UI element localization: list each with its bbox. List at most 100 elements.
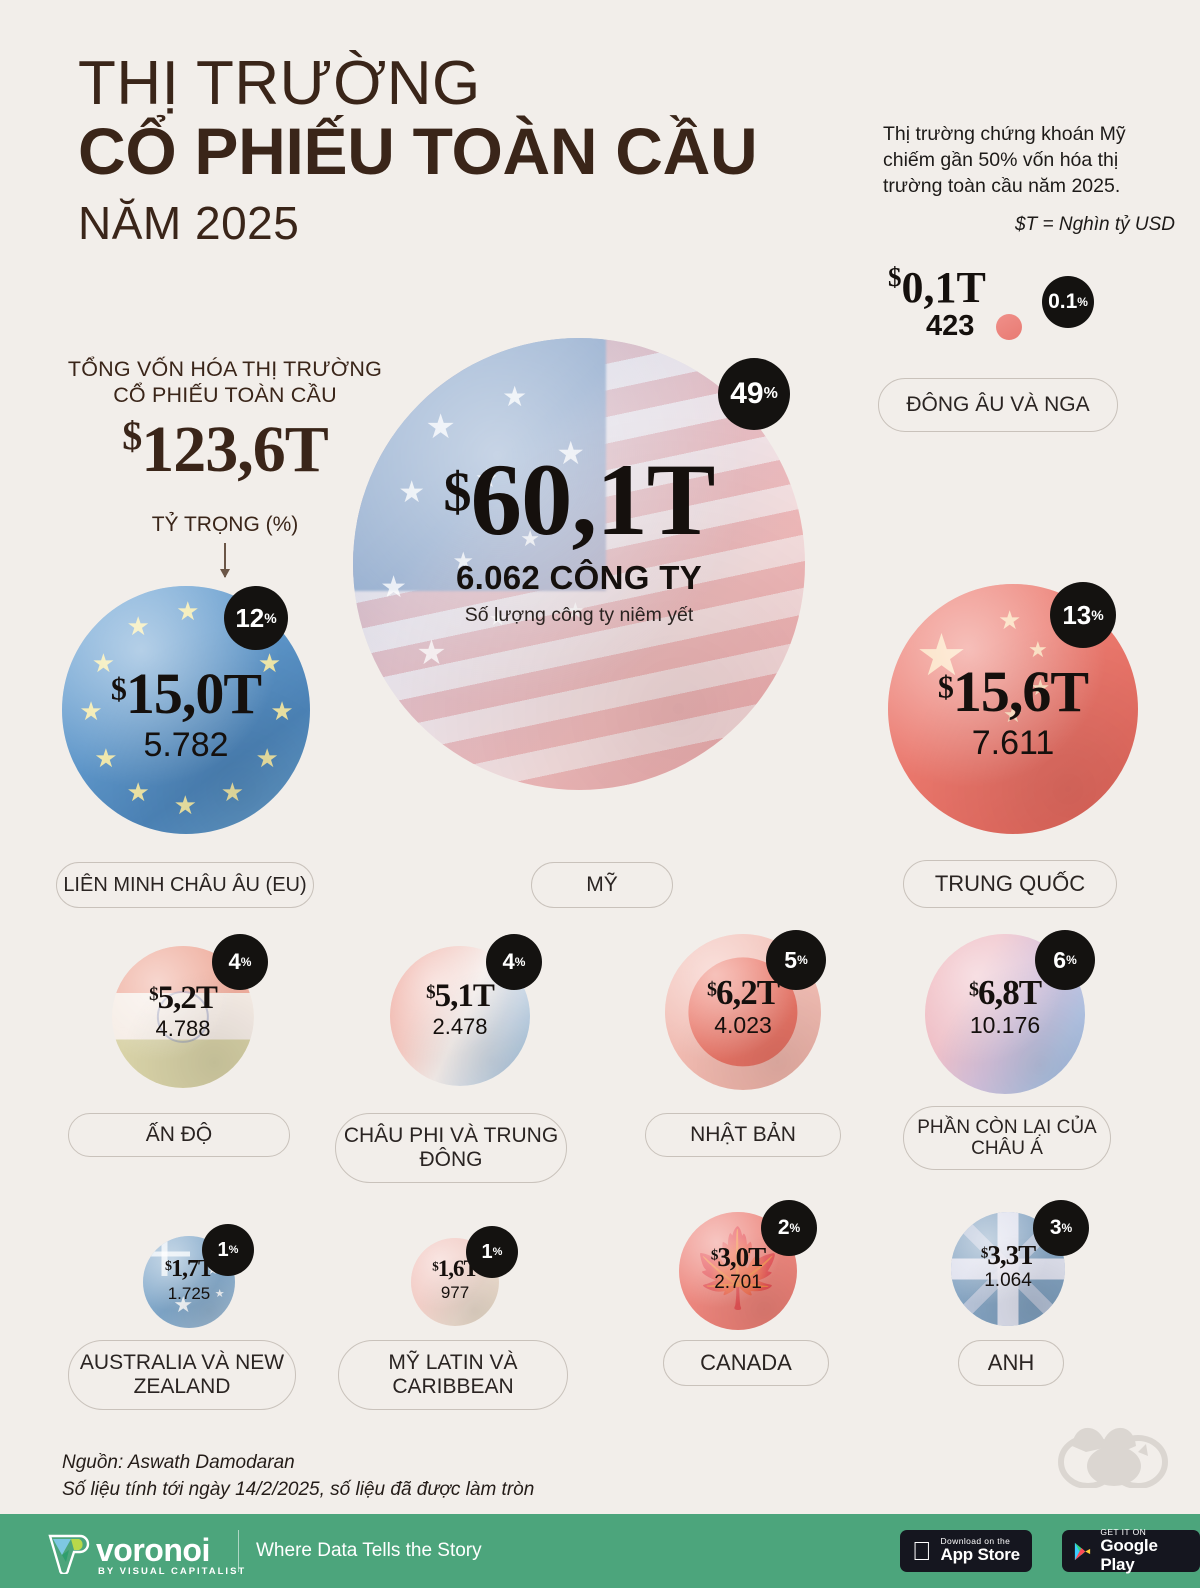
voronoi-subbrand: BY VISUAL CAPITALIST [98,1566,247,1577]
india-bubble-text: $5,2T 4.788 [112,982,254,1040]
label-eastern-europe[interactable]: ĐÔNG ÂU VÀ NGA [878,378,1118,432]
latam-companies: 977 [440,1282,470,1302]
india-companies: 4.788 [155,1016,211,1042]
label-text: CHÂU PHI VÀ TRUNG ĐÔNG [343,1124,559,1171]
china-amount: $15,6T [888,663,1138,721]
percent-sign: % [797,953,808,967]
label-text: ẤN ĐỘ [145,1123,213,1147]
canada-percent-badge: 2% [761,1200,817,1256]
title-line-1: THỊ TRƯỜNG [78,49,481,118]
label-text: PHẦN CÒN LẠI CỦA CHÂU Á [917,1116,1097,1159]
australia-percent-badge: 1% [202,1224,254,1276]
google-play-small-label: GET IT ON [1100,1527,1147,1538]
label-uk[interactable]: ANH [958,1340,1064,1386]
amount-value: 6,8T [977,973,1042,1012]
percent-sign: % [514,955,526,969]
amount-value: 3,3T [987,1240,1036,1270]
percent-value: 6 [1053,946,1067,973]
percent-value: 4 [228,949,241,974]
title-line-3: NĂM 2025 [78,196,300,249]
voronoi-watermark-icon [1052,1416,1172,1489]
apple-icon:  [912,1538,932,1564]
japan-percent-badge: 5% [766,930,826,990]
currency-symbol: $ [122,413,142,459]
eu-bubble-text: $15,0T 5.782 [62,665,310,764]
percent-value: 3 [1049,1216,1062,1239]
latam-percent-badge: 1% [466,1226,518,1278]
total-amount: 123,6T [141,413,329,487]
africa-companies: 2.478 [432,1014,488,1040]
app-store-button[interactable]:  Download on the App Store [900,1530,1032,1572]
china-bubble-text: $15,6T 7.611 [888,663,1138,760]
india-percent-badge: 4% [212,934,268,990]
us-companies-caption: Số lượng công ty niêm yết [464,603,694,626]
label-text: CANADA [700,1349,792,1375]
percent-sign: % [1091,607,1104,623]
google-play-big-label: Google Play [1100,1536,1158,1574]
intro-block: Thị trường chứng khoán Mỹ chiếm gần 50% … [883,122,1175,236]
us-companies-line: 6.062 CÔNG TY [456,558,702,596]
canada-companies: 2.701 [714,1272,762,1294]
percent-value: 13 [1062,599,1092,630]
amount-value: 6,2T [715,973,780,1012]
amount-value: 60,1T [470,443,716,557]
us-percent-badge: 49% [718,358,790,430]
title-line-2: CỔ PHIẾU TOÀN CẦU [78,114,758,189]
australia-companies: 1.725 [167,1283,211,1303]
app-store-small-label: Download on the [921,1536,1010,1547]
label-japan[interactable]: NHẬT BẢN [645,1113,841,1157]
currency-symbol: $ [706,978,717,1001]
label-australia-new-zealand[interactable]: AUSTRALIA VÀ NEW ZEALAND [68,1340,296,1410]
google-play-icon [1074,1542,1091,1560]
amount-value: 5,2T [157,980,218,1016]
percent-sign: % [763,385,778,402]
label-us[interactable]: MỸ [531,862,673,908]
us-amount: $60,1T [353,449,805,552]
amount-value: 5,1T [434,978,495,1014]
label-china[interactable]: TRUNG QUỐC [903,860,1117,908]
source-line: Nguồn: Aswath Damodaran [62,1452,295,1473]
label-text: TRUNG QUỐC [934,870,1086,896]
label-text: MỸ [586,873,618,897]
voronoi-logo-icon [44,1528,90,1576]
percent-sign: % [1061,1221,1073,1235]
eu-amount: $15,0T [62,665,310,723]
label-rest-of-asia[interactable]: PHẦN CÒN LẠI CỦA CHÂU Á [903,1106,1111,1170]
eastern-europe-companies: 423 [926,310,975,342]
label-india[interactable]: ẤN ĐỘ [68,1113,290,1157]
label-africa-middle-east[interactable]: CHÂU PHI VÀ TRUNG ĐÔNG [335,1113,567,1183]
source-note: Nguồn: Aswath Damodaran Số liệu tính tới… [62,1450,534,1504]
percent-sign: % [264,610,277,626]
label-canada[interactable]: CANADA [663,1340,829,1386]
percent-value: 1 [217,1238,229,1261]
currency-symbol: $ [110,670,127,707]
label-text: MỸ LATIN VÀ CARIBBEAN [388,1351,518,1398]
china-percent-badge: 13% [1050,582,1116,648]
africa-percent-badge: 4% [486,934,542,990]
percent-sign: % [1066,953,1077,967]
bubble-eastern-europe: $0,1T 423 0.1% [878,262,1178,352]
japan-companies: 4.023 [714,1012,772,1039]
eastern-europe-amount: $0,1T [888,264,986,310]
percent-sign: % [228,1244,239,1256]
google-play-button[interactable]: GET IT ON Google Play [1062,1527,1200,1574]
amount-value: 15,6T [952,659,1089,724]
currency-symbol: $ [426,982,435,1004]
amount-value: 15,0T [125,661,262,726]
percent-value: 4 [502,949,515,974]
page-title: THỊ TRƯỜNG CỔ PHIẾU TOÀN CẦU NĂM 2025 [78,49,758,249]
currency-symbol: $ [443,461,472,524]
label-eu[interactable]: LIÊN MINH CHÂU ÂU (EU) [56,862,314,908]
percent-sign: % [492,1246,503,1258]
amount-value: 3,0T [717,1242,766,1272]
currency-symbol: $ [937,668,954,705]
eu-companies: 5.782 [143,725,229,764]
rest-of-asia-percent-badge: 6% [1035,930,1095,990]
percent-value: 1 [481,1240,493,1263]
label-text: ANH [987,1349,1035,1375]
eu-percent-badge: 12% [224,586,288,650]
percent-sign: % [789,1221,801,1235]
label-latin-america-caribbean[interactable]: MỸ LATIN VÀ CARIBBEAN [338,1340,568,1410]
data-note-line: Số liệu tính tới ngày 14/2/2025, số liệu… [62,1478,535,1500]
